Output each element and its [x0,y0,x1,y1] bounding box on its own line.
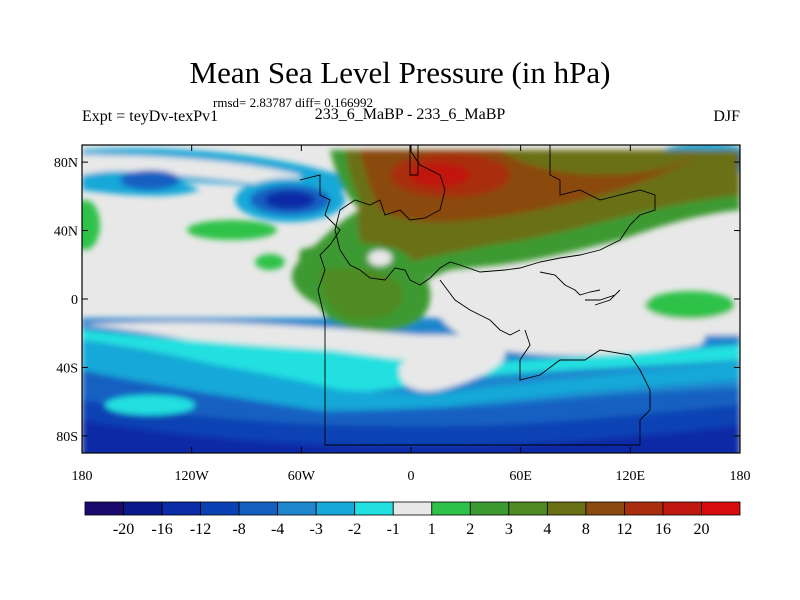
colorbar-label: 3 [505,521,513,538]
lon-tick-label: 60E [509,469,532,484]
axis-ticks: 80N 40N 0 40S 80S 180 120W 60W 0 60E 120E 180 [54,145,751,484]
lon-tick-label: 120E [616,469,646,484]
colorbar-swatch [662,501,702,516]
season-label: DJF [713,108,740,125]
colorbar-swatch [354,501,394,516]
colorbar-label: 8 [582,521,590,538]
colorbar-label: 1 [428,521,436,538]
colorbar-label: -3 [310,521,323,538]
colorbar-label: -1 [387,521,400,538]
run-label: 233_6_MaBP - 233_6_MaBP [314,106,506,123]
colorbar-swatch [508,501,548,516]
colorbar-label: -4 [271,521,284,538]
experiment-label: Expt = teyDv-texPv1 [82,108,219,125]
colorbar-swatch [161,501,201,516]
lat-tick-label: 0 [71,293,78,308]
colorbar-swatch [585,501,625,516]
colorbar-swatch [431,501,471,516]
pressure-field [82,145,740,453]
lat-tick-label: 40S [56,361,78,376]
colorbar-label: -2 [348,521,361,538]
colorbar-swatch [277,501,317,516]
colorbar-swatch [238,501,279,516]
colorbar-label: -8 [232,521,245,538]
colorbar-label: 20 [693,521,709,538]
colorbar-label: -16 [151,521,172,538]
lon-tick-label: 180 [72,469,93,484]
colorbar-label: 12 [616,521,632,538]
lat-tick-label: 80S [56,430,78,445]
lon-tick-label: 0 [408,469,415,484]
colorbar-label: 16 [655,521,671,538]
colorbar-swatch [546,501,587,516]
colorbar-swatch [392,501,433,516]
stats-label: rmsd= 2.83787 diff= 0.166992 [213,95,373,110]
colorbar-swatch [701,501,741,516]
colorbar-swatch [84,501,124,516]
colorbar-label: 4 [543,521,551,538]
lon-tick-label: 60W [288,469,316,484]
colorbar-swatch [469,501,510,516]
chart-title: Mean Sea Level Pressure (in hPa) [189,55,611,90]
lat-tick-label: 40N [54,225,78,240]
colorbar-swatch [200,501,240,516]
colorbar: -20 -16 -12 -8 -4 -3 -2 -1 1 2 3 4 8 12 16 20 [84,501,741,538]
coastline [299,145,656,446]
lon-tick-label: 180 [730,469,751,484]
colorbar-label: -20 [113,521,134,538]
colorbar-swatch [123,501,163,516]
colorbar-label: -12 [190,521,211,538]
colorbar-swatch [315,501,356,516]
colorbar-swatch [624,501,664,516]
colorbar-label: 2 [466,521,474,538]
lon-tick-label: 120W [175,469,210,484]
lat-tick-label: 80N [54,156,78,171]
